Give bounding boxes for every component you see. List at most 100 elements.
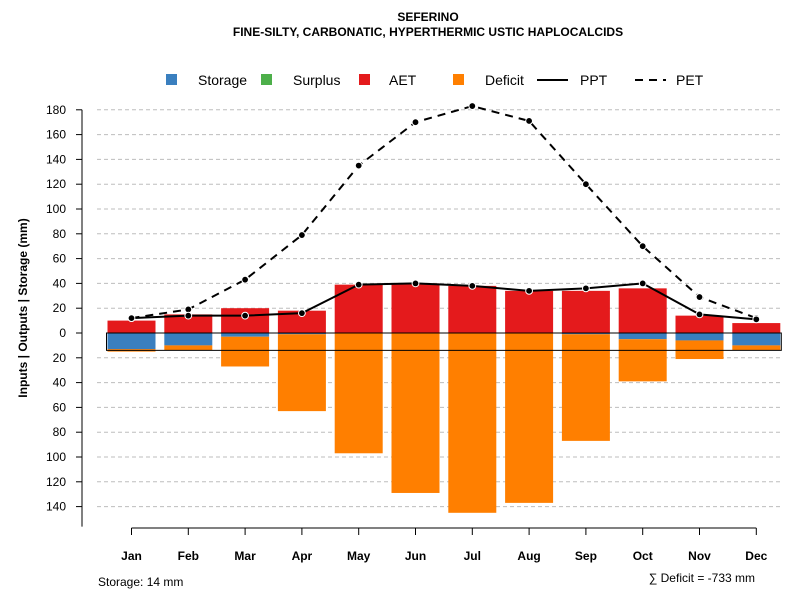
y-tick-label: 180: [46, 103, 66, 117]
storage-bar: [221, 333, 270, 337]
lines: [127, 102, 761, 324]
y-tick-label: 100: [46, 202, 66, 216]
deficit-bar: [277, 334, 326, 412]
legend-label-pet: PET: [676, 72, 704, 88]
aet-bar: [107, 320, 156, 333]
ppt-line: [131, 282, 757, 321]
ppt-point: [411, 279, 420, 288]
storage-bar: [732, 333, 781, 346]
y-tick-label: 40: [53, 276, 67, 290]
storage-bar: [675, 333, 724, 341]
y-tick-label: 120: [46, 475, 66, 489]
aet-bar: [505, 290, 554, 333]
y-tick-label: 40: [53, 376, 67, 390]
pet-point: [695, 293, 704, 301]
y-tick-label: 100: [46, 450, 66, 464]
pet-point: [354, 161, 363, 170]
ppt-point: [184, 311, 193, 320]
aet-bar: [732, 323, 781, 333]
x-tick-label: Dec: [745, 549, 767, 563]
deficit-bar: [334, 333, 383, 454]
y-axis-label: Inputs | Outputs | Storage (mm): [16, 218, 30, 397]
x-tick-label: Mar: [234, 549, 256, 563]
y-tick-label: 80: [53, 425, 67, 439]
legend-swatch-deficit: [453, 74, 464, 85]
storage-bar: [107, 333, 156, 350]
x-tick-label: Feb: [178, 549, 199, 563]
ppt-point: [298, 309, 306, 318]
aet-bar: [277, 310, 326, 333]
x-tick-label: Aug: [517, 549, 540, 563]
deficit-bar: [221, 336, 270, 367]
axes: 180 160 140 120 100 80 60 40 20 0 20 40 60 80 100 120 14…: [46, 103, 782, 563]
deficit-bar: [448, 333, 497, 513]
x-tick-label: Jun: [405, 549, 426, 563]
pet-point: [468, 102, 477, 110]
x-tick-label: Sep: [575, 549, 597, 563]
legend-swatch-aet: [359, 74, 370, 85]
y-tick-label: 20: [53, 351, 67, 365]
y-tick-label: 60: [53, 400, 67, 414]
y-tick-label: 140: [46, 500, 66, 514]
legend-label-aet: AET: [389, 72, 417, 88]
ppt-point: [695, 310, 704, 319]
deficit-footer: ∑ Deficit = -733 mm: [649, 571, 755, 585]
aet-bar: [448, 285, 497, 333]
aet-bar: [164, 314, 213, 333]
legend-swatch-surplus: [261, 74, 272, 85]
y-tick-label: 0: [59, 326, 66, 340]
ppt-point: [127, 314, 136, 323]
pet-line: [131, 105, 757, 320]
deficit-bar: [732, 345, 781, 351]
x-tick-label: Apr: [292, 549, 313, 563]
ppt-point: [525, 286, 533, 295]
pet-point: [241, 275, 250, 284]
deficit-bar: [561, 334, 610, 441]
chart-subtitle: FINE-SILTY, CARBONATIC, HYPERTHERMIC UST…: [233, 25, 623, 39]
bars: [107, 283, 781, 513]
storage-bar: [277, 333, 326, 335]
aet-bar: [561, 290, 610, 333]
x-tick-label: Jan: [121, 549, 142, 563]
y-tick-label: 120: [46, 177, 66, 191]
chart-title: SEFERINO: [397, 10, 458, 24]
legend: Storage Surplus AET Deficit PPT PET: [166, 72, 704, 88]
legend-swatch-storage: [166, 74, 177, 85]
deficit-bar: [164, 345, 213, 351]
pet-point: [582, 180, 590, 189]
deficit-bar: [391, 333, 440, 493]
pet-point: [638, 242, 647, 251]
legend-label-deficit: Deficit: [485, 72, 524, 88]
y-tick-label: 160: [46, 128, 66, 142]
aet-bar: [675, 315, 724, 333]
x-tick-label: Jul: [464, 549, 481, 563]
aet-bar: [334, 284, 383, 333]
x-tick-label: Oct: [633, 549, 653, 563]
storage-bar: [618, 333, 667, 340]
aet-bar: [391, 283, 440, 333]
grid: [97, 109, 782, 508]
y-tick-label: 80: [53, 227, 67, 241]
y-tick-label: 140: [46, 152, 66, 166]
x-tick-label: Nov: [688, 549, 711, 563]
deficit-bar: [618, 339, 667, 382]
y-tick-label: 20: [53, 301, 67, 315]
storage-footer: Storage: 14 mm: [98, 575, 183, 589]
deficit-bar: [505, 333, 554, 503]
storage-bar: [164, 333, 213, 346]
legend-label-ppt: PPT: [580, 72, 608, 88]
pet-point: [525, 117, 533, 125]
y-tick-label: 60: [53, 252, 67, 266]
pet-point: [298, 231, 306, 239]
ppt-point: [354, 280, 363, 289]
ppt-point: [582, 284, 590, 293]
storage-bar: [561, 333, 610, 335]
pet-point: [411, 118, 420, 127]
ppt-point: [241, 311, 250, 320]
legend-label-surplus: Surplus: [293, 72, 340, 88]
deficit-bar: [675, 340, 724, 360]
ppt-point: [638, 279, 647, 288]
aet-bar: [618, 288, 667, 333]
ppt-point: [468, 281, 477, 290]
